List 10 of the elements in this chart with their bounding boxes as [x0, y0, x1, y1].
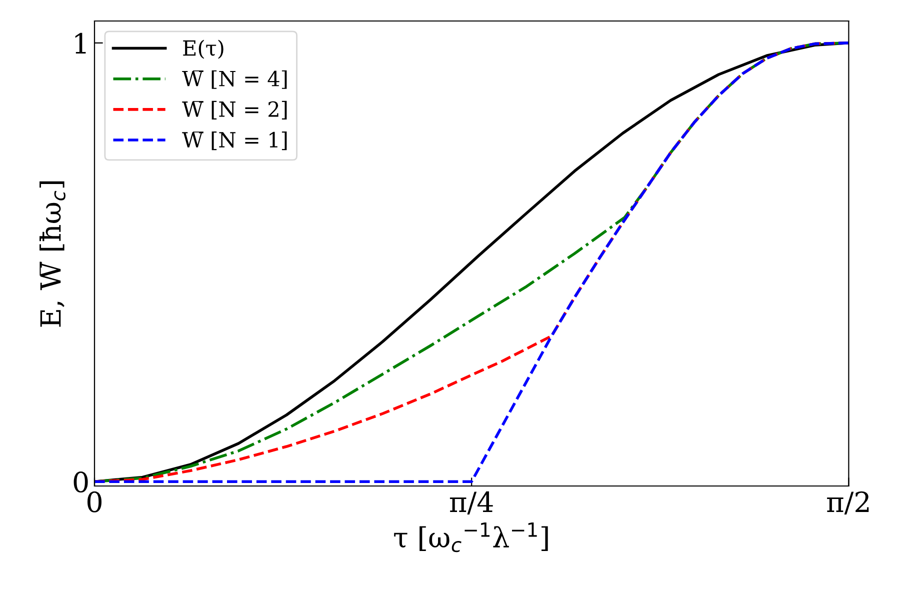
- x-axis-title: τ [ω$_{c}$$^{−1}$λ$^{−1}$]: [394, 522, 548, 552]
- legend-label: W̅ [N = 1]: [182, 131, 287, 150]
- x-tick-label: π/2: [827, 491, 869, 515]
- legend-label: W̅ [N = 2]: [182, 100, 287, 120]
- y-tick-label: 1: [75, 32, 86, 54]
- x-tick-label: 0: [87, 491, 102, 512]
- y-axis-title: E, W̅ [ħω$_{c}$]: [40, 181, 66, 327]
- x-tick-label: π/4: [450, 491, 493, 515]
- legend-label: W̅ [N = 4]: [182, 70, 287, 89]
- legend-label: E(τ): [183, 40, 224, 59]
